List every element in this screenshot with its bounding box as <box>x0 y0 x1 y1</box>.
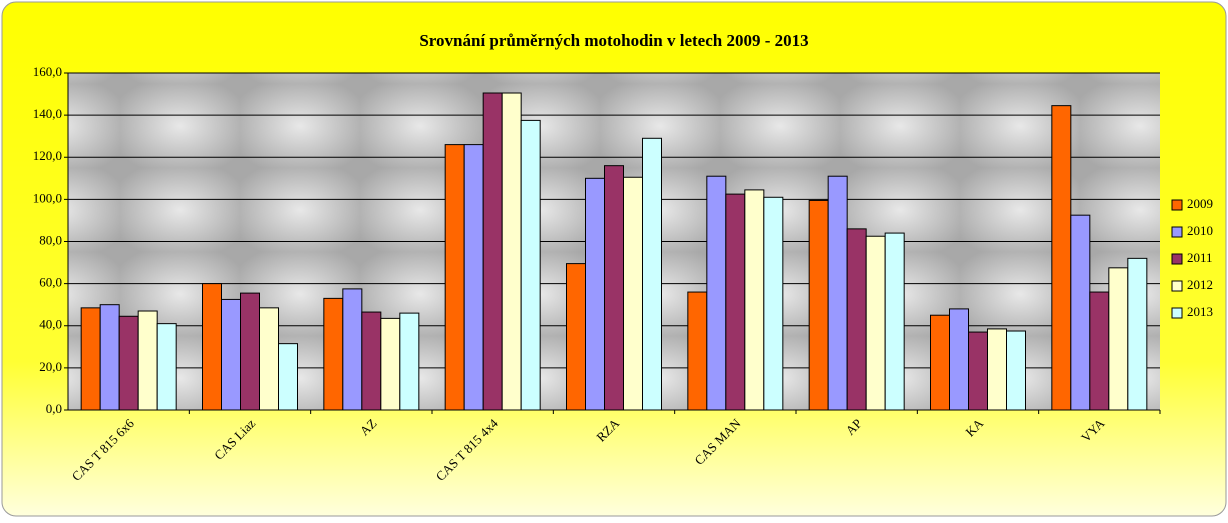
bar <box>1051 105 1072 411</box>
y-tick-label: 120,0 <box>33 148 62 163</box>
bar <box>80 307 101 411</box>
bar <box>604 165 624 411</box>
legend-swatch <box>1171 307 1183 319</box>
bar <box>259 307 279 411</box>
bar <box>520 119 541 411</box>
bar <box>361 311 382 411</box>
bar <box>444 144 465 411</box>
y-tick-label: 140,0 <box>33 106 62 121</box>
chart-title: Srovnání průměrných motohodin v letech 2… <box>419 31 808 50</box>
y-tick-label: 80,0 <box>39 232 62 247</box>
bar <box>463 144 484 411</box>
bar <box>1108 267 1129 411</box>
bar <box>725 193 746 411</box>
bar <box>99 304 120 411</box>
bar <box>323 297 344 411</box>
bar <box>706 175 727 411</box>
legend-label: 2013 <box>1187 304 1213 319</box>
bar <box>1089 291 1110 411</box>
bar <box>763 196 784 411</box>
bar <box>687 291 708 411</box>
bar <box>987 328 1007 411</box>
bar <box>585 177 605 411</box>
bar <box>623 176 643 411</box>
bar <box>865 235 886 411</box>
bar <box>137 310 158 411</box>
bar <box>118 315 139 411</box>
bar <box>221 298 241 411</box>
bar <box>884 232 905 411</box>
y-tick-label: 20,0 <box>39 359 62 374</box>
legend-label: 2010 <box>1187 223 1213 238</box>
legend-swatch <box>1171 253 1183 265</box>
bar <box>380 317 401 411</box>
bar <box>156 323 177 411</box>
bar <box>482 92 503 411</box>
y-tick-label: 160,0 <box>33 64 62 79</box>
bar <box>1070 214 1091 411</box>
legend-swatch <box>1171 199 1183 211</box>
bar <box>202 283 222 411</box>
legend-swatch <box>1171 226 1183 238</box>
y-tick-label: 0,0 <box>46 401 62 416</box>
bar <box>278 343 298 411</box>
bar <box>968 331 988 411</box>
bar <box>566 263 586 411</box>
bar <box>240 292 260 411</box>
legend-label: 2009 <box>1187 196 1213 211</box>
legend-swatch <box>1171 280 1183 292</box>
bar <box>949 308 969 411</box>
bar <box>1006 330 1026 411</box>
bar <box>846 228 867 411</box>
bar <box>399 312 420 411</box>
y-tick-label: 40,0 <box>39 317 62 332</box>
bar <box>930 314 950 411</box>
bar <box>501 92 522 411</box>
bar <box>827 175 848 411</box>
bar <box>808 199 829 411</box>
legend-label: 2012 <box>1187 277 1213 292</box>
bar <box>342 288 363 411</box>
bar <box>1127 257 1148 411</box>
legend-label: 2011 <box>1187 250 1213 265</box>
bar <box>642 137 662 411</box>
y-tick-label: 100,0 <box>33 190 62 205</box>
y-tick-label: 60,0 <box>39 275 62 290</box>
bar <box>744 189 765 411</box>
